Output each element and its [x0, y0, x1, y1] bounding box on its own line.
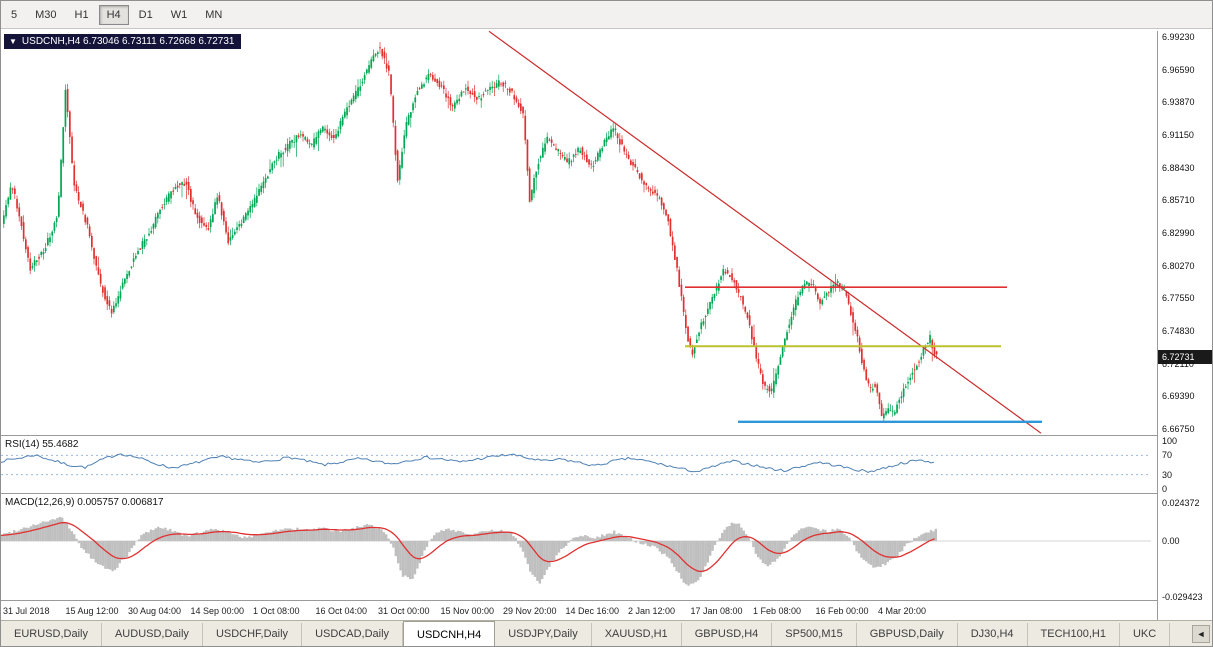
timeframe-button-h4[interactable]: H4: [98, 4, 129, 25]
price-axis-label: 6.77550: [1162, 293, 1195, 304]
date-axis-label: 1 Oct 08:00: [253, 606, 300, 616]
macd-axis-label: 0.024372: [1162, 498, 1200, 508]
date-axis-label: 31 Oct 00:00: [378, 606, 430, 616]
rsi-axis-label: 0: [1162, 484, 1168, 494]
macd-chart-svg[interactable]: [1, 495, 1157, 601]
chart-ohlc-label: ▼ USDCNH,H4 6.73046 6.73111 6.72668 6.72…: [4, 34, 242, 49]
chart-tab-tech100[interactable]: TECH100,H1: [1028, 623, 1120, 646]
timeframe-button-d1[interactable]: D1: [131, 5, 161, 25]
price-axis-label: 6.93870: [1162, 97, 1195, 108]
date-axis-label: 17 Jan 08:00: [690, 606, 743, 616]
tab-bar: EURUSD,Daily AUDUSD,Daily USDCHF,Daily USDC…: [1, 620, 1212, 646]
chart-tab-gbpusd[interactable]: GBPUSD,Daily: [857, 623, 958, 646]
price-axis-label: 6.66750: [1162, 424, 1195, 434]
macd-label: MACD(12,26,9) 0.005757 0.006817: [5, 497, 164, 508]
macd-chart-canvas[interactable]: [1, 495, 1157, 601]
chart-marker-icon: ▼: [9, 36, 17, 46]
date-axis-label: 16 Oct 04:00: [315, 606, 368, 616]
chart-tab-ukc[interactable]: UKC: [1120, 623, 1171, 646]
price-axis-label: 6.91150: [1162, 130, 1194, 140]
price-axis-label: 6.80270: [1162, 260, 1195, 271]
chart-tab-usdcnh[interactable]: USDCNH,H4: [403, 621, 496, 646]
date-axis-label: 16 Feb 00:00: [815, 606, 869, 616]
date-axis-label: 4 Mar 20:00: [878, 606, 927, 616]
rsi-axis-label: 100: [1162, 436, 1178, 446]
timeframe-button-5[interactable]: 5: [3, 5, 25, 25]
right-axis: 6.72731 6.99230 6.96590 6.93870 6.91150 6.88…: [1157, 31, 1212, 622]
chart-tab-usdjpy[interactable]: USDJPY,Daily: [495, 623, 592, 646]
tabs-scroll-left-button[interactable]: ◄: [1192, 625, 1210, 643]
price-axis-label: 6.74830: [1162, 326, 1195, 336]
price-axis-label: 6.69390: [1162, 391, 1195, 402]
date-axis-label: 2 Jan 12:00: [628, 606, 676, 616]
date-axis-label: 15 Nov 00:00: [440, 606, 495, 616]
chart-tab-sp500[interactable]: SP500,M15: [772, 623, 857, 646]
rsi-chart-svg[interactable]: [1, 437, 1157, 494]
timeframe-button-mn[interactable]: MN: [197, 5, 230, 25]
date-axis-label: 29 Nov 20:00: [503, 606, 557, 616]
date-axis-label: 30 Aug 04:00: [128, 606, 182, 616]
date-axis-label: 14 Dec 16:00: [565, 606, 620, 616]
rsi-pane[interactable]: RSI(14) 55.4682: [1, 437, 1157, 494]
price-axis-label: 6.72110: [1162, 358, 1194, 369]
price-axis-label: 6.85710: [1162, 195, 1195, 206]
timeframe-button-w1[interactable]: W1: [163, 5, 196, 25]
chart-tab-audusd[interactable]: AUDUSD,Daily: [102, 623, 203, 646]
date-axis-label: 14 Sep 00:00: [190, 606, 245, 616]
date-axis-label: 1 Feb 08:00: [753, 606, 802, 616]
macd-pane[interactable]: MACD(12,26,9) 0.005757 0.006817: [1, 495, 1157, 601]
chart-title: USDCNH,H4 6.73046 6.73111 6.72668 6.7273…: [21, 36, 235, 47]
chart-tab-usdcad[interactable]: USDCAD,Daily: [302, 623, 404, 646]
price-axis-label: 6.99230: [1162, 32, 1195, 42]
date-axis-label: 31 Jul 2018: [3, 606, 50, 616]
price-axis-label: 6.96590: [1162, 64, 1195, 75]
current-price-badge: 6.72731: [1158, 349, 1212, 364]
timeframe-button-m30[interactable]: M30: [27, 5, 64, 25]
date-axis-label: 15 Aug 12:00: [65, 606, 119, 616]
rsi-axis-label: 30: [1162, 469, 1173, 480]
chart-tab-usdchf[interactable]: USDCHF,Daily: [203, 623, 303, 646]
rsi-label: RSI(14) 55.4682: [5, 439, 79, 450]
chart-tab-xauusd[interactable]: XAUUSD,H1: [592, 623, 682, 646]
rsi-chart-canvas[interactable]: [1, 437, 1157, 494]
price-chart-canvas[interactable]: [1, 31, 1157, 436]
price-chart-svg[interactable]: [1, 31, 1157, 436]
macd-axis-label: -0.029423: [1162, 592, 1203, 602]
timeframe-button-h1[interactable]: H1: [67, 5, 97, 25]
date-axis: 31 Jul 2018 15 Aug 12:00 30 Aug 04:00 14 Se…: [1, 602, 1157, 622]
chart-tab-dj30[interactable]: DJ30,H4: [958, 623, 1028, 646]
rsi-axis-label: 70: [1162, 450, 1173, 461]
price-axis-label: 6.82990: [1162, 228, 1195, 238]
macd-axis-label: 0.00: [1162, 536, 1180, 546]
timeframe-toolbar: 5 M30 H1 H4 D1 W1 MN: [1, 1, 1212, 29]
price-axis-label: 6.88430: [1162, 162, 1195, 173]
chart-tab-gbpusd[interactable]: GBPUSD,H4: [682, 623, 773, 646]
price-pane[interactable]: ▼ USDCNH,H4 6.73046 6.73111 6.72668 6.72…: [1, 31, 1157, 436]
chart-tab-eurusd[interactable]: EURUSD,Daily: [1, 623, 102, 646]
